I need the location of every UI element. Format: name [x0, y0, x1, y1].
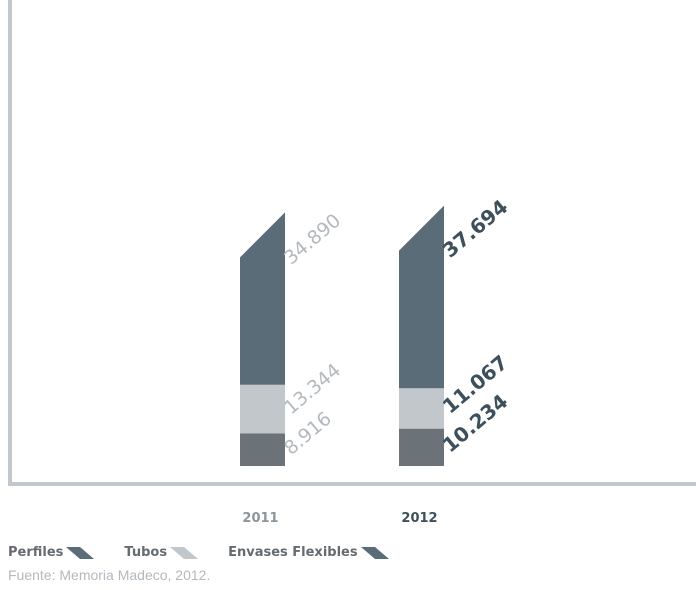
- bar-segment-2011-perfiles: [240, 212, 285, 385]
- legend: Perfiles Tubos Envases Flexibles: [8, 545, 419, 560]
- bars-group: [240, 205, 444, 466]
- bar-segment-2012-envases-flexibles: [399, 428, 444, 466]
- light-slanted-swatch-icon: [170, 546, 199, 559]
- value-label-2011-tubos: 13.344: [280, 359, 345, 419]
- dark-slanted-swatch-icon: [66, 546, 95, 559]
- x-tick-label-2011: 2011: [242, 511, 278, 526]
- source-note: Fuente: Memoria Madeco, 2012.: [8, 567, 211, 583]
- legend-item-tubos: Tubos: [124, 545, 199, 560]
- legend-label-envases-flexibles: Envases Flexibles: [228, 545, 358, 560]
- bar-segment-2012-perfiles: [399, 205, 444, 389]
- value-label-2011-envases-flexibles: 8.916: [280, 408, 336, 460]
- value-label-2011-perfiles: 34.890: [280, 210, 345, 270]
- value-label-2012-perfiles: 37.694: [438, 194, 513, 262]
- x-tick-labels-group: 2011 2012: [242, 511, 437, 526]
- dark-slanted-swatch-icon: [360, 546, 389, 559]
- bar-segment-2011-tubos: [240, 384, 285, 434]
- bar-segment-2011-envases-flexibles: [240, 433, 285, 466]
- x-tick-label-2012: 2012: [401, 511, 437, 526]
- legend-label-tubos: Tubos: [124, 545, 168, 560]
- bar-segment-2012-tubos: [399, 388, 444, 429]
- legend-item-envases-flexibles: Envases Flexibles: [228, 545, 389, 560]
- legend-label-perfiles: Perfiles: [8, 545, 64, 560]
- legend-item-perfiles: Perfiles: [8, 545, 95, 560]
